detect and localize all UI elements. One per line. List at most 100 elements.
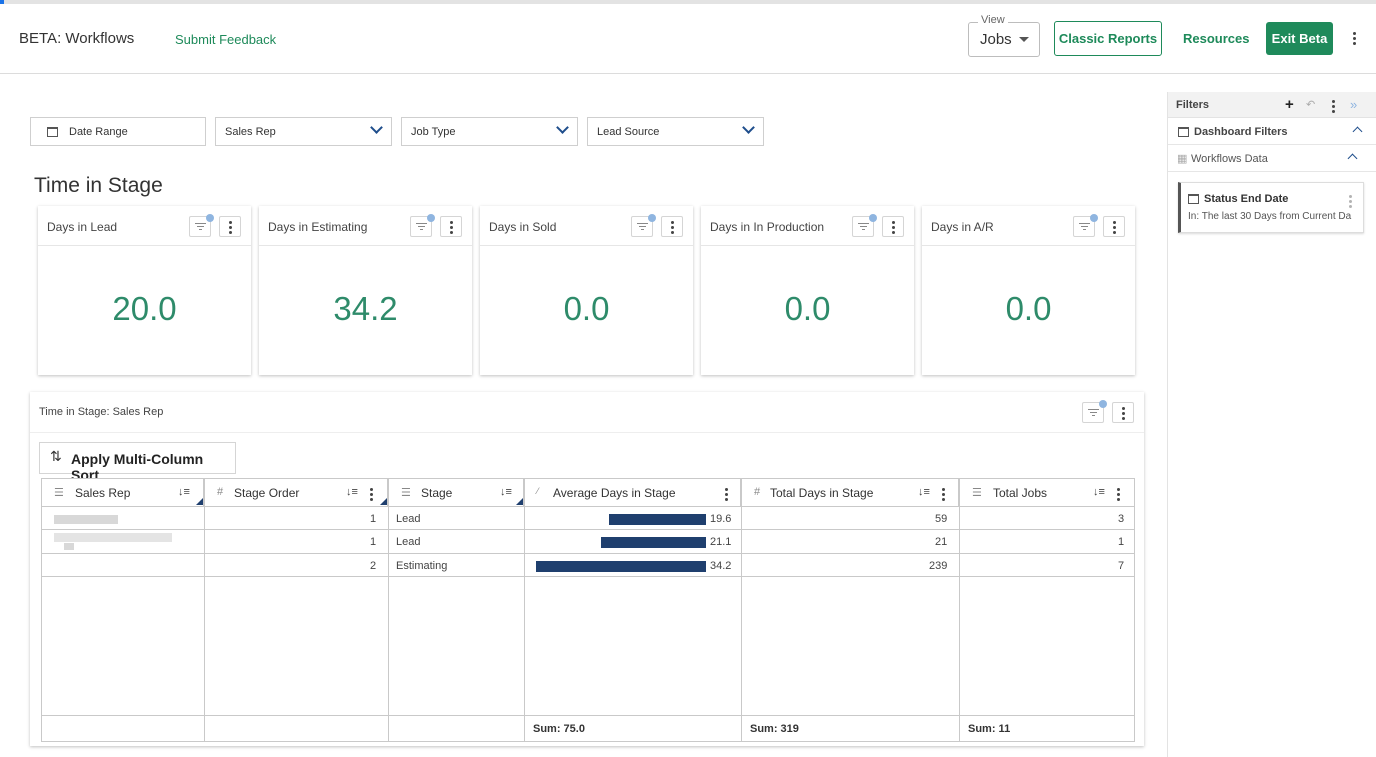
filter-card-title: Status End Date [1204, 193, 1289, 205]
kebab-menu-icon[interactable] [882, 216, 904, 237]
total-days-cell: 239 [929, 560, 948, 572]
app-header: BETA: Workflows Submit Feedback View Job… [0, 4, 1376, 74]
kpi-card-header: Days in A/R [922, 206, 1135, 246]
filter-icon[interactable] [189, 216, 211, 237]
sort-arrows-icon: ⇅ [50, 448, 62, 464]
caret-down-icon[interactable] [1019, 37, 1029, 42]
bar-type-icon: ⁄ [537, 486, 539, 496]
filter-icon[interactable] [1073, 216, 1095, 237]
job-type-filter-label: Job Type [411, 126, 456, 138]
kebab-menu-icon[interactable] [1348, 195, 1352, 208]
stage-cell: Estimating [396, 560, 448, 572]
filter-active-badge [206, 214, 214, 222]
dashboard-filters-section[interactable]: Dashboard Filters [1168, 118, 1376, 145]
collapse-panel-icon[interactable]: » [1350, 97, 1358, 112]
lead-source-filter[interactable]: Lead Source [587, 117, 764, 146]
stage-order-cell: 1 [370, 513, 377, 525]
kebab-menu-icon[interactable] [440, 216, 462, 237]
total-jobs-cell: 1 [1118, 536, 1125, 548]
column-header-total-days[interactable]: # Total Days in Stage ↓≡ [742, 479, 959, 506]
column-header-stage[interactable]: ☰ Stage ↓≡ [389, 479, 524, 506]
average-days-bar [601, 537, 706, 548]
kpi-card-days-in-estimating: Days in Estimating 34.2 [259, 206, 472, 375]
average-days-bar [609, 514, 706, 525]
column-menu-icon[interactable] [941, 488, 945, 501]
column-menu-icon[interactable] [724, 488, 728, 501]
text-type-icon: ☰ [972, 487, 982, 499]
filter-icon[interactable] [1082, 402, 1104, 423]
sort-icon[interactable]: ↓≡ [918, 486, 930, 498]
panel-title: Time in Stage: Sales Rep [39, 406, 164, 418]
kebab-menu-icon[interactable] [1103, 216, 1125, 237]
chevron-down-icon [370, 121, 383, 134]
calendar-icon [1178, 127, 1189, 137]
add-icon[interactable]: + [1285, 96, 1294, 113]
stage-cell: Lead [396, 536, 421, 548]
chevron-up-icon[interactable] [1347, 153, 1358, 164]
kpi-card-days-in-lead: Days in Lead 20.0 [38, 206, 251, 375]
total-days-cell: 59 [935, 513, 948, 525]
undo-icon[interactable]: ↶ [1306, 99, 1316, 111]
kebab-menu-icon[interactable] [1331, 100, 1335, 113]
more-menu-icon[interactable] [1352, 32, 1356, 45]
kpi-title: Days in In Production [710, 220, 825, 234]
kebab-menu-icon[interactable] [661, 216, 683, 237]
view-label: View [978, 14, 1008, 26]
sort-icon[interactable]: ↓≡ [1093, 486, 1105, 498]
column-divider [959, 479, 960, 741]
app-title: BETA: Workflows [19, 30, 135, 47]
view-select-value[interactable]: Jobs [980, 31, 1012, 48]
column-menu-icon[interactable] [369, 488, 373, 501]
kpi-value: 20.0 [112, 290, 177, 327]
stage-cell: Lead [396, 513, 421, 525]
table-icon: ▦ [1177, 153, 1188, 165]
stage-order-cell: 1 [370, 536, 377, 548]
text-type-icon: ☰ [401, 487, 411, 499]
column-header-average-days[interactable]: ⁄ Average Days in Stage [525, 479, 741, 506]
kpi-card-header: Days in In Production [701, 206, 914, 246]
sum-average-days: Sum: 75.0 [533, 723, 585, 735]
kpi-card-days-in-production: Days in In Production 0.0 [701, 206, 914, 375]
date-range-filter[interactable]: Date Range [30, 117, 206, 146]
apply-multi-column-sort-button[interactable]: ⇅ Apply Multi-Column Sort [39, 442, 236, 483]
submit-feedback-link[interactable]: Submit Feedback [175, 32, 277, 47]
job-type-filter[interactable]: Job Type [401, 117, 578, 146]
filter-icon[interactable] [631, 216, 653, 237]
top-progress-line [0, 0, 1376, 4]
column-header-sales-rep[interactable]: ☰ Sales Rep ↓≡ [42, 479, 204, 506]
sort-indicator-icon [380, 498, 387, 505]
kebab-menu-icon[interactable] [219, 216, 241, 237]
sum-total-days: Sum: 319 [750, 723, 799, 735]
chevron-up-icon[interactable] [1352, 126, 1363, 137]
sort-indicator-icon [516, 498, 523, 505]
filter-card-value: In: The last 30 Days from Current Da [1188, 211, 1352, 222]
sort-asc-icon[interactable]: ↓≡ [346, 486, 358, 498]
sales-rep-filter-label: Sales Rep [225, 126, 276, 138]
sales-rep-filter[interactable]: Sales Rep [215, 117, 392, 146]
sales-rep-table-panel: Time in Stage: Sales Rep ⇅ Apply Multi-C… [30, 392, 1144, 746]
calendar-icon [47, 127, 58, 137]
sort-asc-icon[interactable]: ↓≡ [178, 486, 190, 498]
column-menu-icon[interactable] [1116, 488, 1120, 501]
header-divider [42, 506, 1134, 507]
column-header-total-jobs[interactable]: ☰ Total Jobs ↓≡ [960, 479, 1134, 506]
workflows-data-section[interactable]: ▦ Workflows Data [1168, 145, 1376, 172]
resources-button[interactable]: Resources [1183, 31, 1250, 46]
total-days-cell: 21 [935, 536, 948, 548]
classic-reports-button[interactable]: Classic Reports [1054, 21, 1162, 56]
column-header-stage-order[interactable]: # Stage Order ↓≡ [205, 479, 388, 506]
column-divider [388, 479, 389, 741]
redacted-name [54, 515, 118, 524]
column-divider [741, 479, 742, 741]
sort-icon[interactable]: ↓≡ [500, 486, 512, 498]
row-divider [42, 553, 1134, 554]
filter-active-badge [869, 214, 877, 222]
filter-icon[interactable] [852, 216, 874, 237]
kebab-menu-icon[interactable] [1112, 402, 1134, 423]
exit-beta-button[interactable]: Exit Beta [1266, 22, 1333, 55]
kpi-card-days-in-sold: Days in Sold 0.0 [480, 206, 693, 375]
average-days-value: 34.2 [710, 560, 732, 572]
filter-active-badge [427, 214, 435, 222]
filter-icon[interactable] [410, 216, 432, 237]
status-end-date-filter-card[interactable]: Status End Date In: The last 30 Days fro… [1178, 182, 1364, 233]
